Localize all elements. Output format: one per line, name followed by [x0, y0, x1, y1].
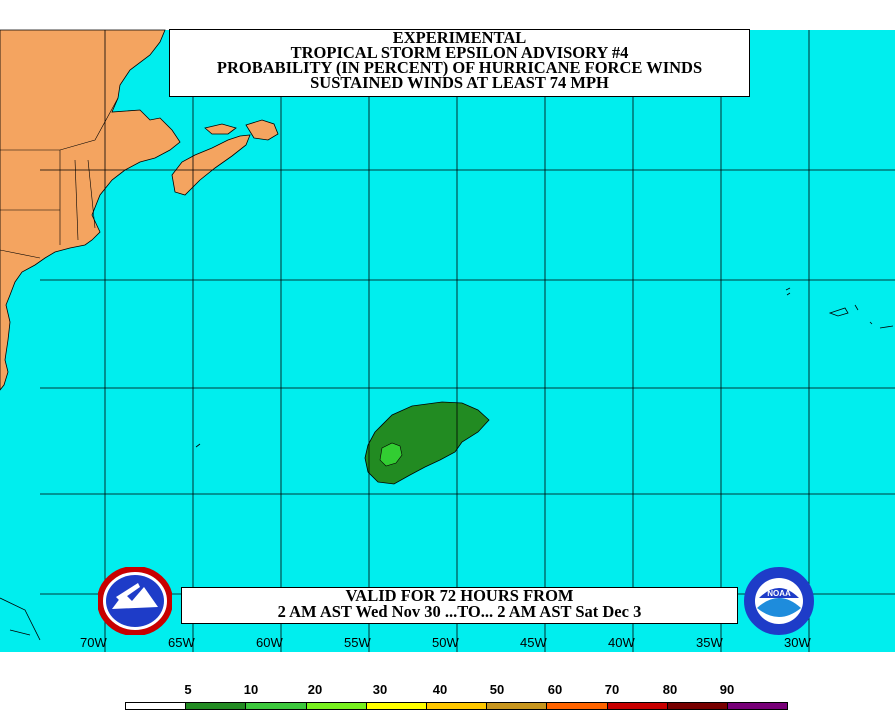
lon-label-30w: 30W	[784, 635, 811, 650]
valid-line-1: VALID FOR 72 HOURS FROM	[345, 586, 574, 605]
legend-label-70: 70	[604, 682, 620, 697]
title-line-2: TROPICAL STORM EPSILON ADVISORY #4	[290, 43, 629, 62]
lon-label-35w: 35W	[696, 635, 723, 650]
probability-area-5-10	[364, 401, 490, 485]
legend-label-5: 5	[184, 682, 192, 697]
lon-label-45w: 45W	[520, 635, 547, 650]
noaa-logo-icon: NOAA	[744, 567, 814, 635]
legend-color-bar	[125, 702, 788, 710]
legend-label-60: 60	[547, 682, 563, 697]
nws-logo-icon	[98, 567, 172, 635]
legend-label-90: 90	[719, 682, 735, 697]
map-title-box: EXPERIMENTAL TROPICAL STORM EPSILON ADVI…	[169, 29, 750, 97]
land-cape-breton	[245, 119, 279, 141]
legend-swatch-9	[667, 703, 728, 709]
legend-label-80: 80	[662, 682, 678, 697]
legend-swatch-10	[727, 703, 788, 709]
legend-swatch-8	[607, 703, 668, 709]
legend-swatch-6	[487, 703, 548, 709]
legend-swatch-3	[306, 703, 367, 709]
lon-label-65w: 65W	[168, 635, 195, 650]
legend-swatch-5	[426, 703, 488, 709]
legend-label-20: 20	[307, 682, 323, 697]
probability-area-10-20	[379, 442, 403, 467]
islands	[0, 287, 894, 641]
legend-swatch-4	[366, 703, 427, 709]
lon-label-60w: 60W	[256, 635, 283, 650]
land-nova-scotia	[171, 134, 251, 196]
title-line-1: EXPERIMENTAL	[392, 28, 527, 47]
legend-swatch-7	[547, 703, 608, 709]
valid-time-box: VALID FOR 72 HOURS FROM 2 AM AST Wed Nov…	[181, 587, 738, 624]
lon-label-50w: 50W	[432, 635, 459, 650]
land-pei	[204, 123, 237, 135]
legend-label-40: 40	[432, 682, 448, 697]
title-line-4: SUSTAINED WINDS AT LEAST 74 MPH	[310, 73, 609, 92]
noaa-logo-text: NOAA	[767, 589, 791, 598]
legend-label-50: 50	[489, 682, 505, 697]
lon-label-40w: 40W	[608, 635, 635, 650]
state-borders	[0, 97, 119, 259]
lon-label-70w: 70W	[80, 635, 107, 650]
legend-label-10: 10	[243, 682, 259, 697]
legend-label-30: 30	[372, 682, 388, 697]
lon-label-55w: 55W	[344, 635, 371, 650]
legend-swatch-1	[186, 703, 247, 709]
legend-swatch-2	[246, 703, 307, 709]
legend-swatch-0	[126, 703, 187, 709]
title-line-3: PROBABILITY (IN PERCENT) OF HURRICANE FO…	[216, 58, 703, 77]
valid-line-2: 2 AM AST Wed Nov 30 ...TO... 2 AM AST Sa…	[277, 602, 642, 621]
